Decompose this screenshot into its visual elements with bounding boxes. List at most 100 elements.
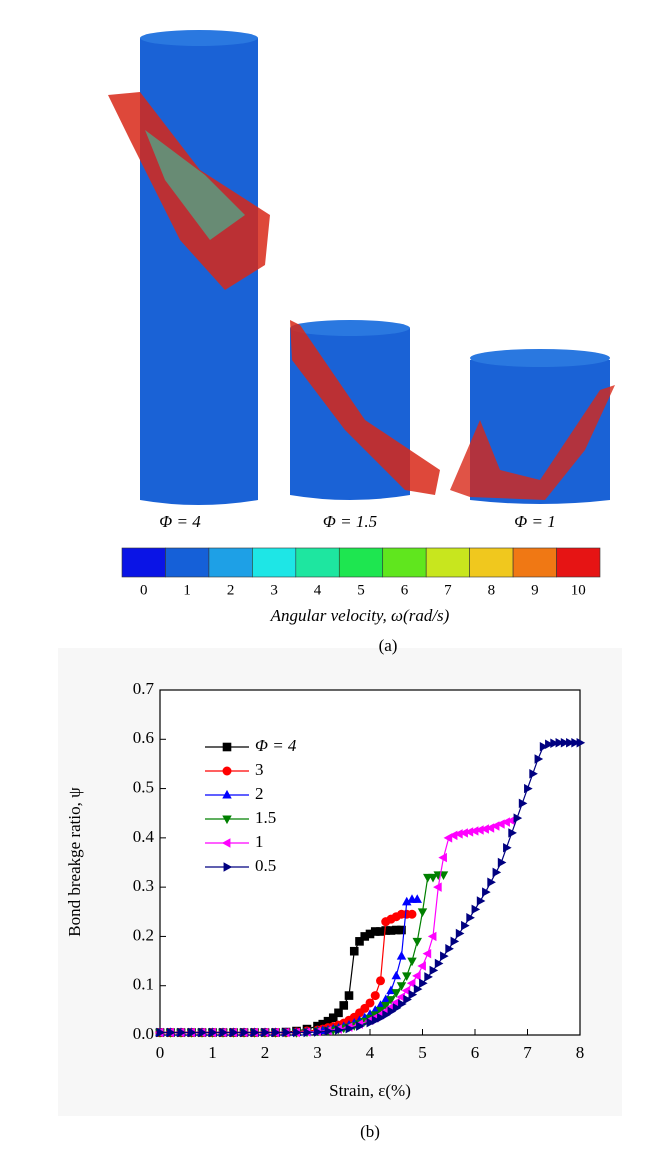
marker	[209, 1027, 218, 1038]
marker	[508, 828, 517, 838]
colorbar-tick-label: 3	[270, 582, 278, 598]
marker	[438, 852, 447, 863]
marker	[370, 991, 380, 1001]
marker	[550, 738, 559, 748]
colorbar-cell	[469, 547, 514, 578]
colorbar-tick-label: 1	[183, 582, 191, 598]
marker	[261, 1027, 271, 1038]
marker	[188, 1027, 197, 1038]
marker	[455, 928, 465, 939]
colorbar-cell	[556, 547, 601, 578]
marker	[429, 965, 439, 976]
marker	[407, 909, 417, 919]
marker	[339, 1001, 349, 1010]
x-tick-label: 5	[418, 1043, 427, 1062]
marker	[303, 1027, 313, 1038]
plot-frame	[159, 689, 581, 1036]
colorbar-label: Angular velocity, ω(rad/s)	[270, 606, 450, 625]
specimen-label: Φ = 4	[159, 512, 201, 531]
marker	[391, 997, 400, 1008]
colorbar-cell	[338, 547, 384, 578]
marker	[396, 982, 407, 991]
marker	[497, 857, 507, 868]
marker	[356, 1021, 365, 1031]
legend-label: 1	[255, 832, 264, 851]
specimens	[108, 30, 615, 505]
marker	[376, 976, 385, 986]
marker	[487, 877, 496, 887]
shear-zone	[145, 130, 245, 240]
y-tick-label: 0.5	[133, 777, 154, 796]
marker	[402, 896, 412, 906]
colorbar-cell	[512, 547, 557, 578]
y-axis-label: Bond breakge ratio, ψ	[65, 787, 84, 937]
marker	[198, 1027, 208, 1038]
marker	[381, 994, 391, 1003]
legend-label: 2	[255, 784, 264, 803]
marker	[381, 1001, 391, 1011]
colorbar-tick-label: 9	[531, 582, 539, 598]
colorbar-cell	[382, 547, 427, 578]
y-tick-label: 0.1	[133, 975, 154, 994]
x-tick-label: 3	[313, 1043, 322, 1062]
marker	[445, 944, 454, 954]
marker	[433, 882, 442, 892]
marker	[375, 1006, 386, 1016]
legend-label: 3	[255, 760, 264, 779]
marker	[391, 989, 401, 998]
y-tick-label: 0.0	[133, 1024, 154, 1043]
marker	[156, 1027, 166, 1038]
marker	[475, 825, 484, 835]
marker	[392, 1003, 402, 1013]
marker	[401, 985, 411, 996]
marker	[566, 738, 575, 748]
marker	[448, 830, 458, 841]
marker	[480, 824, 489, 834]
marker	[560, 738, 570, 748]
x-tick-label: 8	[576, 1043, 585, 1062]
marker	[222, 742, 232, 752]
marker	[501, 817, 510, 827]
caption: (b)	[360, 1122, 380, 1141]
marker	[440, 951, 449, 961]
x-tick-label: 1	[208, 1043, 217, 1062]
colorbar-cell	[295, 547, 340, 578]
legend-label: Φ = 4	[255, 736, 297, 755]
marker	[335, 1025, 344, 1035]
marker	[534, 754, 544, 764]
marker	[408, 989, 418, 1000]
colorbar-cell	[252, 547, 297, 578]
specimen-label: Φ = 1	[514, 512, 555, 531]
x-tick-label: 2	[261, 1043, 270, 1062]
marker	[454, 829, 463, 839]
marker	[219, 1027, 229, 1038]
colorbar-tick-label: 10	[571, 582, 586, 598]
marker	[422, 948, 432, 959]
marker	[482, 887, 491, 897]
y-tick-label: 0.4	[133, 827, 155, 846]
marker	[492, 867, 502, 878]
marker	[221, 838, 231, 848]
marker	[371, 1015, 381, 1025]
marker	[167, 1027, 176, 1038]
marker	[251, 1027, 260, 1038]
y-tick-label: 0.6	[133, 728, 154, 747]
marker	[539, 741, 549, 752]
marker	[344, 991, 354, 1000]
marker	[571, 738, 580, 748]
marker	[428, 873, 438, 883]
marker	[365, 998, 375, 1008]
marker	[412, 937, 422, 947]
marker	[434, 958, 444, 969]
marker	[396, 992, 405, 1002]
marker	[427, 931, 437, 942]
marker	[314, 1027, 323, 1037]
marker	[417, 961, 426, 971]
marker	[222, 815, 232, 825]
marker	[545, 739, 554, 749]
marker	[407, 957, 417, 967]
marker	[375, 1000, 386, 1009]
marker	[406, 978, 416, 988]
marker	[230, 1027, 239, 1038]
colorbar-tick-label: 8	[488, 582, 496, 598]
